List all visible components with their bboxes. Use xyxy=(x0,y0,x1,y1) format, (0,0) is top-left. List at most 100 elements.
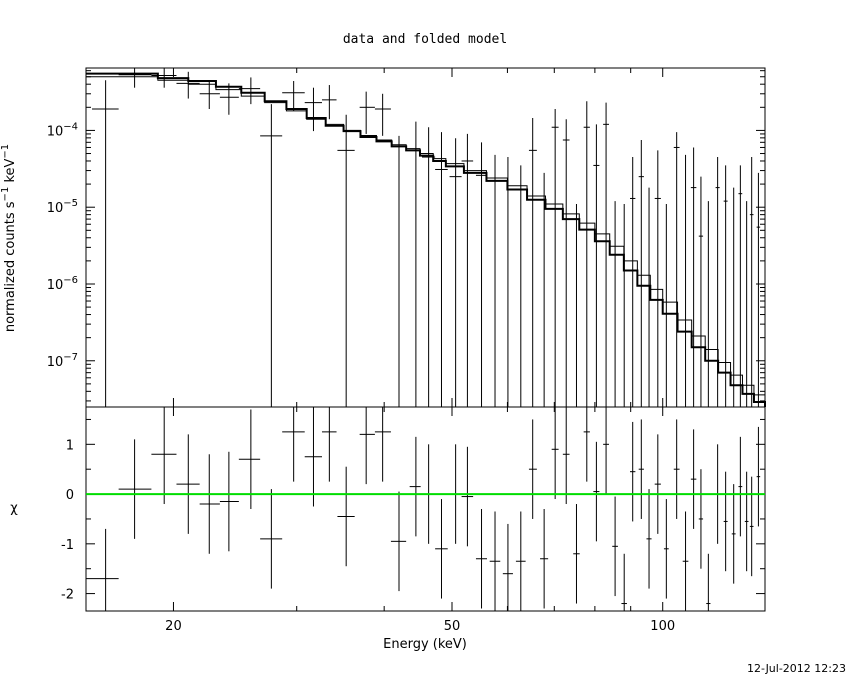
data-point xyxy=(749,157,754,407)
residual-point xyxy=(238,409,261,509)
residual-point xyxy=(738,436,743,537)
data-point xyxy=(489,154,501,408)
data-point xyxy=(621,204,627,408)
residual-point xyxy=(528,419,537,519)
data-point xyxy=(199,80,220,110)
residual-point xyxy=(573,504,580,604)
data-point xyxy=(715,157,720,407)
timestamp: 12-Jul-2012 12:23 xyxy=(747,662,846,675)
bottom-y-axis-label: χ xyxy=(10,501,18,516)
residual-point xyxy=(593,441,600,542)
data-point xyxy=(359,91,375,134)
data-point xyxy=(238,77,261,105)
data-point xyxy=(738,165,743,407)
data-point xyxy=(646,187,652,408)
data-point xyxy=(92,80,119,407)
residual-point xyxy=(151,407,177,505)
residual-point xyxy=(540,509,549,609)
residual-point xyxy=(260,489,283,589)
folded-model-line xyxy=(86,72,766,407)
data-point xyxy=(374,93,391,136)
residual-point xyxy=(673,419,680,519)
data-point xyxy=(638,140,644,407)
data-point xyxy=(583,101,590,407)
data-point xyxy=(515,165,526,408)
residual-point xyxy=(409,436,421,537)
data-point xyxy=(654,150,661,407)
residual-point xyxy=(359,407,375,485)
residual-point xyxy=(461,446,474,547)
residual-point xyxy=(475,509,487,609)
residual-point xyxy=(682,511,689,611)
data-point xyxy=(756,172,761,407)
data-point xyxy=(282,81,305,111)
chart-title: data and folded model xyxy=(343,32,507,47)
data-point xyxy=(663,204,669,408)
data-point xyxy=(409,121,421,407)
top-y-axis-label: normalized counts s−1 keV−1 xyxy=(0,144,18,332)
residual-point xyxy=(744,471,749,572)
y-tick-label: 10−4 xyxy=(47,121,78,139)
data-point xyxy=(540,172,549,408)
residual-point xyxy=(756,426,761,527)
residual-point xyxy=(731,484,736,584)
y-tick-label: 10−5 xyxy=(47,198,78,216)
data-point xyxy=(593,124,600,407)
residual-panel-frame xyxy=(85,406,766,612)
residual-point xyxy=(515,511,526,611)
data-point xyxy=(321,85,337,120)
data-point xyxy=(475,142,487,407)
residual-point xyxy=(489,511,501,611)
data-point xyxy=(502,157,513,408)
residual-point xyxy=(690,429,697,529)
y-tick-label: -1 xyxy=(61,538,74,553)
residual-point xyxy=(603,407,609,495)
residual-point xyxy=(612,496,618,597)
data-point xyxy=(421,127,436,407)
residual-point xyxy=(337,466,355,567)
residual-point xyxy=(638,419,644,519)
residual-point xyxy=(502,523,513,611)
data-point xyxy=(690,147,697,407)
data-point xyxy=(612,201,618,408)
data-point xyxy=(673,132,680,407)
x-tick-label: 20 xyxy=(165,619,182,634)
residual-point xyxy=(321,407,337,482)
data-point xyxy=(573,204,580,408)
residual-point xyxy=(282,407,305,482)
data-point xyxy=(118,68,152,88)
data-point xyxy=(731,187,736,408)
data-point xyxy=(528,118,537,407)
residual-point xyxy=(562,407,570,505)
x-axis-label: Energy (keV) xyxy=(383,637,467,652)
x-tick-label: 50 xyxy=(444,619,461,634)
data-point xyxy=(551,109,559,407)
residual-point xyxy=(663,499,669,599)
residual-point xyxy=(551,407,559,500)
x-tick-label: 100 xyxy=(650,619,675,634)
residual-point xyxy=(698,469,704,569)
data-point xyxy=(603,102,609,407)
residual-point xyxy=(374,407,391,482)
data-point xyxy=(260,104,283,407)
data-point xyxy=(304,87,322,132)
data-point xyxy=(630,157,636,407)
data-point xyxy=(449,138,462,407)
y-tick-label: -2 xyxy=(61,588,74,603)
data-point xyxy=(744,201,749,408)
data-point xyxy=(219,83,239,115)
residual-point xyxy=(118,439,152,539)
residual-point xyxy=(199,454,220,554)
data-point xyxy=(176,71,200,99)
spectrum-panel-frame xyxy=(85,67,766,408)
y-tick-label: 10−7 xyxy=(47,352,78,370)
data-point xyxy=(562,119,570,407)
data-point xyxy=(723,165,728,407)
data-point xyxy=(337,114,355,407)
y-tick-label: 0 xyxy=(66,488,74,503)
y-tick-label: 1 xyxy=(66,438,74,453)
data-point xyxy=(435,132,448,407)
data-point xyxy=(461,133,474,407)
